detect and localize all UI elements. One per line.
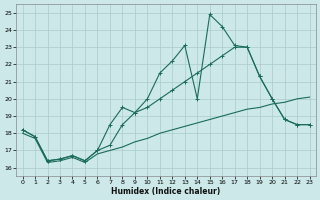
X-axis label: Humidex (Indice chaleur): Humidex (Indice chaleur) — [111, 187, 221, 196]
